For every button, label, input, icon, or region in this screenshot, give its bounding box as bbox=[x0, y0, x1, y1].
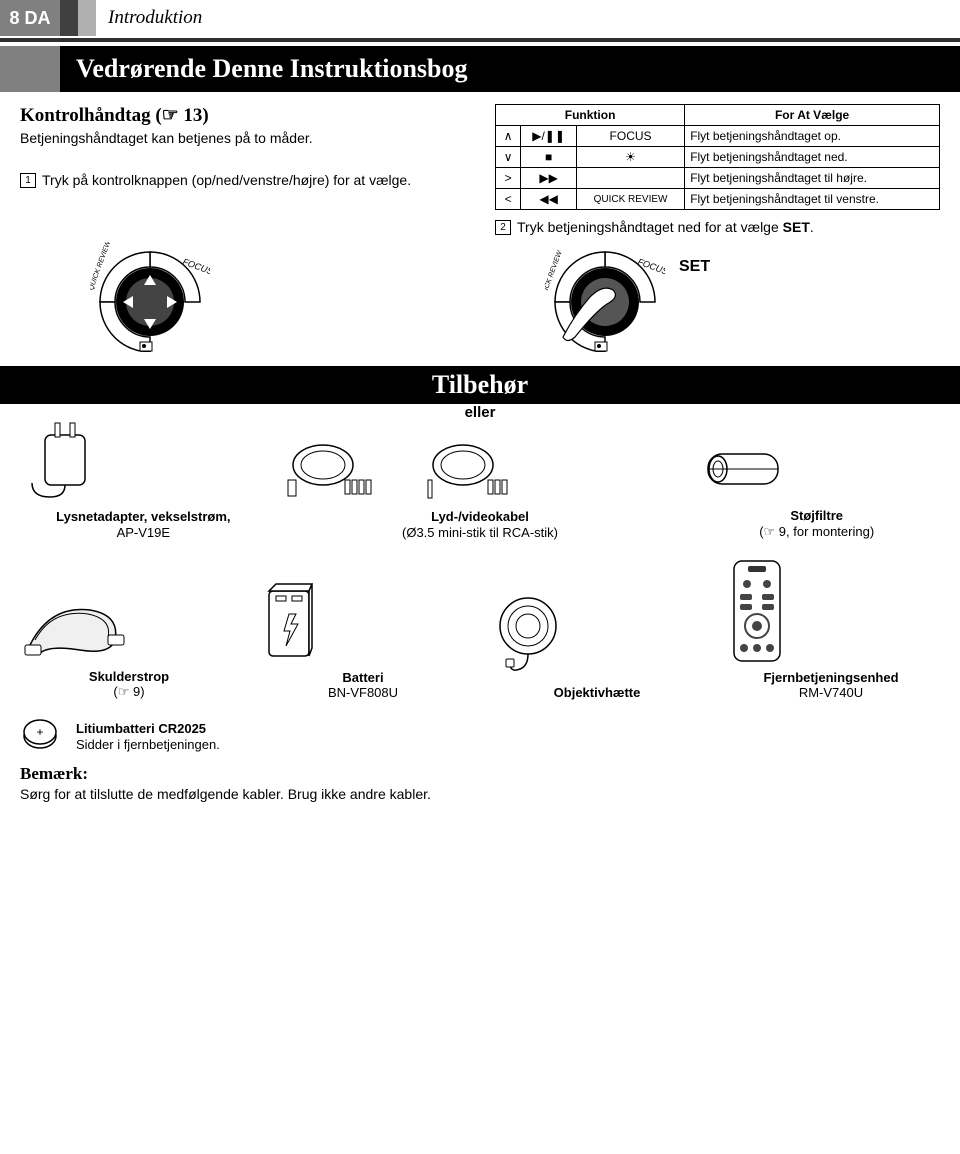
step-number-box: 1 bbox=[20, 173, 36, 188]
table-row: < ◀◀ QUICK REVIEW Flyt betjeningshåndtag… bbox=[496, 189, 940, 210]
controller-icon: FOCUS QUICK REVIEW bbox=[90, 242, 210, 352]
battery-label: Batteri bbox=[254, 670, 472, 686]
page-number: 8 DA bbox=[9, 8, 50, 29]
table-row: ∧ ▶/❚❚ FOCUS Flyt betjeningshåndtaget op… bbox=[496, 126, 940, 147]
accessory-strap: Skulderstrop (☞ 9) bbox=[20, 595, 238, 701]
bemark-label: Bemærk: bbox=[20, 764, 940, 784]
strip-segment-light bbox=[78, 0, 96, 36]
direction-right: > bbox=[496, 168, 521, 189]
adapter-sub: AP-V19E bbox=[20, 525, 267, 540]
controller-row: FOCUS QUICK REVIEW FOCUS ICK REVIEW SET bbox=[0, 242, 960, 360]
set-word: SET bbox=[783, 219, 810, 235]
accessory-row-1: Lysnetadapter, vekselstrøm, AP-V19E elle… bbox=[0, 404, 960, 546]
function-table: Funktion For At Vælge ∧ ▶/❚❚ FOCUS Flyt … bbox=[495, 104, 940, 210]
two-column-section: Kontrolhåndtag (☞ 13) Betjeningshåndtage… bbox=[0, 92, 960, 242]
battery-icon bbox=[254, 576, 324, 666]
remote-icon bbox=[722, 556, 792, 666]
controller-diagram-right: FOCUS ICK REVIEW SET bbox=[485, 242, 940, 352]
lenscap-label: Objektivhætte bbox=[488, 685, 706, 701]
symbol-stop: ■ bbox=[521, 147, 577, 168]
accessory-filter: Støjfiltre (☞ 9, for montering) bbox=[693, 434, 940, 540]
symbol-rewind: ◀◀ bbox=[521, 189, 577, 210]
symbol-empty bbox=[576, 168, 684, 189]
filter-label: Støjfiltre bbox=[693, 508, 940, 524]
controller-diagram-left: FOCUS QUICK REVIEW bbox=[20, 242, 485, 352]
action-up: Flyt betjeningshåndtaget op. bbox=[685, 126, 940, 147]
body-text: Betjeningshåndtaget kan betjenes på to m… bbox=[20, 129, 465, 147]
adapter-label: Lysnetadapter, vekselstrøm, bbox=[20, 509, 267, 525]
title-bar: Vedrørende Denne Instruktionsbog bbox=[0, 46, 960, 92]
battery-sub: BN-VF808U bbox=[254, 685, 472, 700]
subheading: Kontrolhåndtag (☞ 13) bbox=[20, 104, 465, 127]
table-header-select: For At Vælge bbox=[685, 105, 940, 126]
direction-left: < bbox=[496, 189, 521, 210]
lithium-item: + Litiumbatteri CR2025 Sidder i fjernbet… bbox=[20, 714, 940, 754]
bottom-notes: + Litiumbatteri CR2025 Sidder i fjernbet… bbox=[0, 706, 960, 822]
av-cable-icon bbox=[283, 425, 543, 505]
step-number-box: 2 bbox=[495, 220, 511, 235]
left-column: Kontrolhåndtag (☞ 13) Betjeningshåndtage… bbox=[20, 104, 465, 236]
section-label: Introduktion bbox=[96, 7, 214, 29]
accessory-avcable: eller Lyd-/videokabel (Ø3.5 mini-stik ti… bbox=[283, 414, 678, 540]
action-down: Flyt betjeningshåndtaget ned. bbox=[685, 147, 940, 168]
accessory-lenscap: Objektivhætte bbox=[488, 591, 706, 701]
symbol-play-pause: ▶/❚❚ bbox=[521, 126, 577, 147]
table-row: ∨ ■ ☀ Flyt betjeningshåndtaget ned. bbox=[496, 147, 940, 168]
step-1: 1 Tryk på kontrolknappen (op/ned/venstre… bbox=[20, 171, 465, 189]
accessory-adapter: Lysnetadapter, vekselstrøm, AP-V19E bbox=[20, 415, 267, 540]
lithium-name: Litiumbatteri CR2025 bbox=[76, 721, 220, 737]
step-2-text-a: Tryk betjeningshåndtaget ned for at vælg… bbox=[517, 219, 783, 235]
remote-label: Fjernbetjeningsenhed bbox=[722, 670, 940, 686]
step-1-text: Tryk på kontrolknappen (op/ned/venstre/h… bbox=[42, 171, 411, 189]
lenscap-icon bbox=[488, 591, 568, 681]
accessory-remote: Fjernbetjeningsenhed RM-V740U bbox=[722, 556, 940, 701]
main-title: Vedrørende Denne Instruktionsbog bbox=[60, 46, 960, 92]
action-left: Flyt betjeningshåndtaget til venstre. bbox=[685, 189, 940, 210]
lithium-sub: Sidder i fjernbetjeningen. bbox=[76, 737, 220, 752]
strip-segment-dark bbox=[60, 0, 78, 36]
symbol-backlight: ☀ bbox=[576, 147, 684, 168]
action-right: Flyt betjeningshåndtaget til højre. bbox=[685, 168, 940, 189]
table-header-function: Funktion bbox=[496, 105, 685, 126]
lithium-text: Litiumbatteri CR2025 Sidder i fjernbetje… bbox=[76, 717, 220, 752]
symbol-ffwd: ▶▶ bbox=[521, 168, 577, 189]
accessory-row-2: Skulderstrop (☞ 9) Batteri BN-VF808U Obj… bbox=[0, 546, 960, 707]
divider-dark bbox=[0, 38, 960, 42]
adapter-icon bbox=[20, 415, 110, 505]
avcable-label: Lyd-/videokabel bbox=[283, 509, 678, 525]
right-column: Funktion For At Vælge ∧ ▶/❚❚ FOCUS Flyt … bbox=[495, 104, 940, 236]
symbol-quick-review: QUICK REVIEW bbox=[576, 189, 684, 210]
strap-label: Skulderstrop bbox=[20, 669, 238, 685]
direction-up: ∧ bbox=[496, 126, 521, 147]
set-label: SET bbox=[679, 258, 710, 276]
tilbehor-title-bar: Tilbehør bbox=[0, 366, 960, 404]
step-2: 2 Tryk betjeningshåndtaget ned for at væ… bbox=[495, 218, 940, 236]
accessory-battery: Batteri BN-VF808U bbox=[254, 576, 472, 701]
strap-sub: (☞ 9) bbox=[20, 684, 238, 700]
remote-sub: RM-V740U bbox=[722, 685, 940, 700]
step-2-text: Tryk betjeningshåndtaget ned for at vælg… bbox=[517, 218, 814, 236]
filter-sub: (☞ 9, for montering) bbox=[693, 524, 940, 540]
direction-down: ∨ bbox=[496, 147, 521, 168]
strap-icon bbox=[20, 595, 130, 665]
symbol-focus: FOCUS bbox=[576, 126, 684, 147]
controller-set-icon: FOCUS ICK REVIEW bbox=[545, 242, 665, 352]
filter-icon bbox=[693, 434, 793, 504]
coin-battery-icon: + bbox=[20, 714, 60, 754]
header-strip bbox=[60, 0, 96, 36]
page-number-box: 8 DA bbox=[0, 0, 60, 36]
avcable-sub: (Ø3.5 mini-stik til RCA-stik) bbox=[283, 525, 678, 540]
eller-label: eller bbox=[283, 404, 678, 421]
table-row: > ▶▶ Flyt betjeningshåndtaget til højre. bbox=[496, 168, 940, 189]
title-accent bbox=[0, 46, 60, 92]
svg-text:+: + bbox=[36, 725, 43, 739]
bemark-text: Sørg for at tilslutte de medfølgende kab… bbox=[20, 786, 940, 802]
page-header: 8 DA Introduktion bbox=[0, 0, 960, 36]
